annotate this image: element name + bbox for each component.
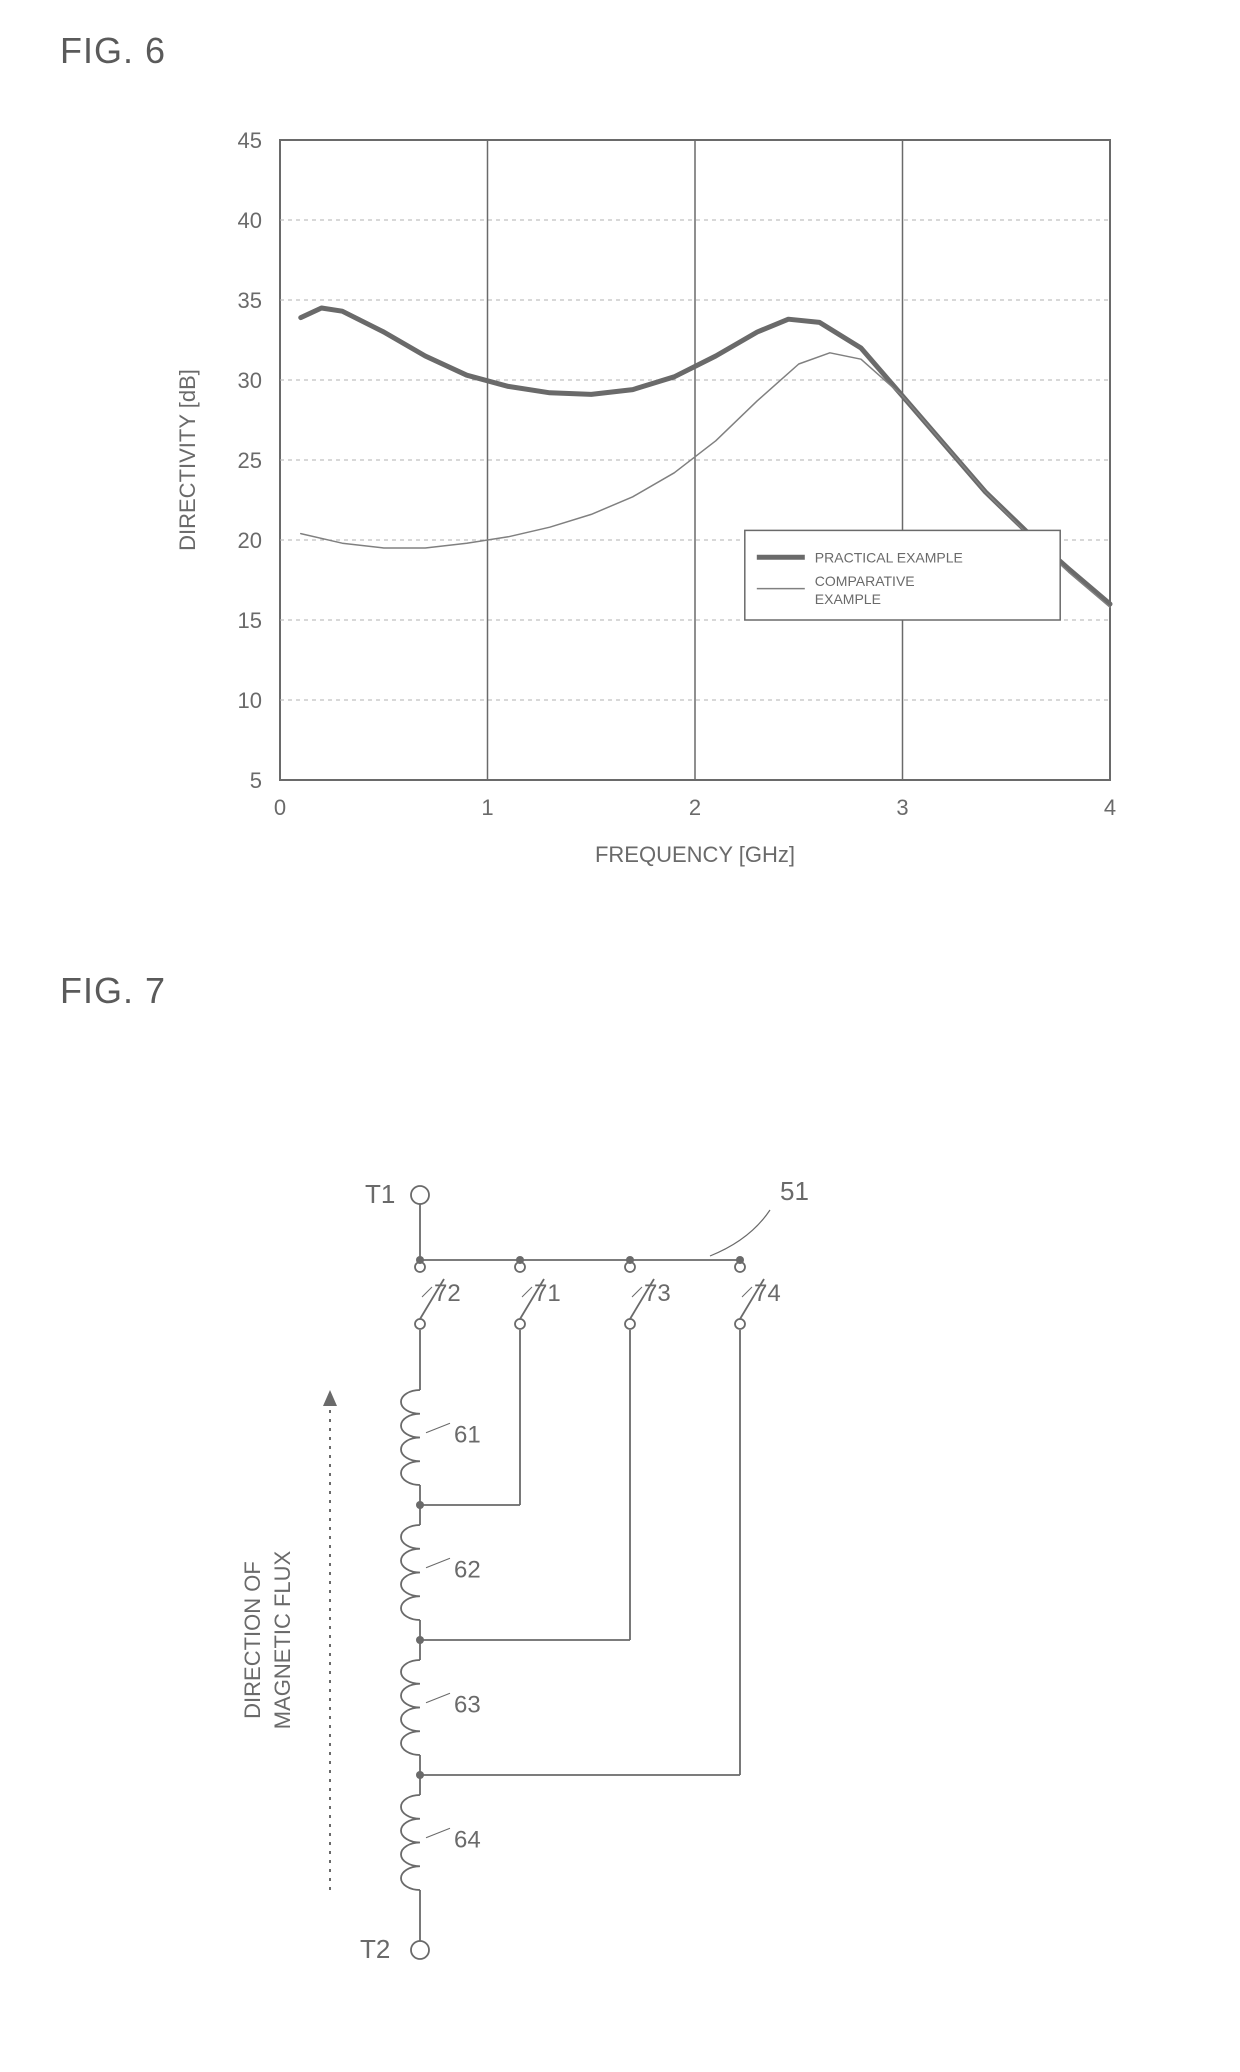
svg-text:62: 62 xyxy=(454,1556,481,1583)
svg-text:PRACTICAL EXAMPLE: PRACTICAL EXAMPLE xyxy=(815,549,963,565)
svg-text:35: 35 xyxy=(238,288,262,313)
svg-text:40: 40 xyxy=(238,208,262,233)
svg-text:3: 3 xyxy=(896,795,908,820)
svg-text:71: 71 xyxy=(534,1280,561,1307)
chart-svg: 0123451015202530354045FREQUENCY [GHz]DIR… xyxy=(160,110,1160,870)
svg-text:1: 1 xyxy=(481,795,493,820)
fig7-label: FIG. 7 xyxy=(60,970,166,1012)
svg-text:15: 15 xyxy=(238,608,262,633)
svg-text:45: 45 xyxy=(238,128,262,153)
fig6-chart: 0123451015202530354045FREQUENCY [GHz]DIR… xyxy=(160,110,1160,870)
svg-text:10: 10 xyxy=(238,688,262,713)
svg-text:T2: T2 xyxy=(360,1934,390,1964)
svg-text:2: 2 xyxy=(689,795,701,820)
svg-text:5: 5 xyxy=(250,768,262,793)
svg-text:64: 64 xyxy=(454,1826,481,1853)
svg-text:EXAMPLE: EXAMPLE xyxy=(815,591,881,607)
svg-text:MAGNETIC FLUX: MAGNETIC FLUX xyxy=(270,1550,295,1729)
circuit-svg: T1 72 71 73 74 61 62 63 64 T2 51 DIRECTION OFMAGNET… xyxy=(200,1140,1000,2000)
fig7-circuit: T1 72 71 73 74 61 62 63 64 T2 51 DIRECTION OFMAGNET… xyxy=(200,1140,1000,2000)
svg-text:74: 74 xyxy=(754,1280,781,1307)
svg-text:72: 72 xyxy=(434,1280,461,1307)
svg-text:DIRECTION OF: DIRECTION OF xyxy=(240,1561,265,1719)
svg-text:63: 63 xyxy=(454,1691,481,1718)
svg-text:73: 73 xyxy=(644,1280,671,1307)
svg-text:20: 20 xyxy=(238,528,262,553)
svg-text:61: 61 xyxy=(454,1421,481,1448)
svg-text:25: 25 xyxy=(238,448,262,473)
svg-text:51: 51 xyxy=(780,1176,809,1206)
svg-text:COMPARATIVE: COMPARATIVE xyxy=(815,573,915,589)
svg-text:0: 0 xyxy=(274,795,286,820)
svg-text:4: 4 xyxy=(1104,795,1116,820)
fig6-label: FIG. 6 xyxy=(60,30,166,72)
svg-text:DIRECTIVITY [dB]: DIRECTIVITY [dB] xyxy=(175,369,200,551)
svg-text:30: 30 xyxy=(238,368,262,393)
svg-text:FREQUENCY [GHz]: FREQUENCY [GHz] xyxy=(595,842,795,867)
svg-text:T1: T1 xyxy=(365,1179,395,1209)
